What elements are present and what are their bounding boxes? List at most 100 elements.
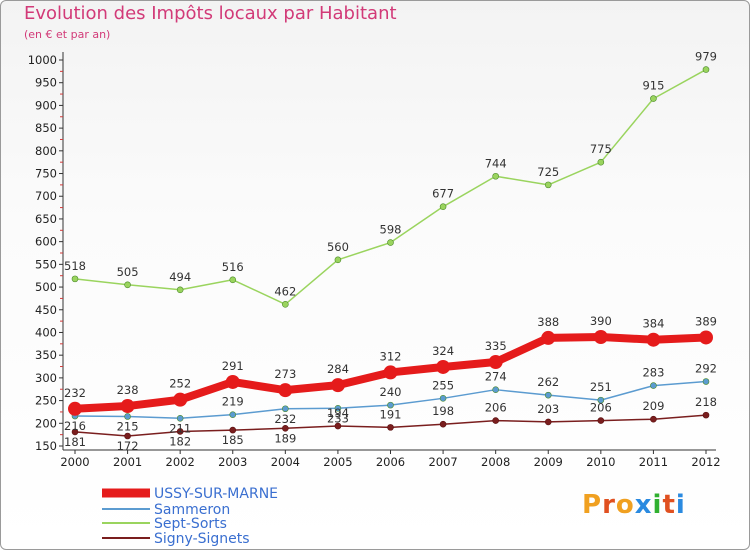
data-label: 206 [485,401,507,415]
data-label: 560 [327,240,349,254]
data-label: 324 [432,344,454,358]
legend-label: Signy-Signets [154,531,250,547]
data-label: 494 [169,270,191,284]
y-tick-label: 500 [35,280,57,294]
y-tick-label: 350 [35,348,57,362]
data-label: 389 [695,314,717,328]
data-label: 215 [117,419,139,433]
data-point [492,172,499,180]
data-label: 238 [117,383,139,397]
data-point [334,256,342,264]
data-label: 384 [642,317,664,331]
data-label: 775 [590,142,612,156]
x-tick-label: 2008 [481,455,510,469]
data-label: 255 [432,378,454,392]
logo-letter: i [675,490,686,520]
y-tick-label: 200 [35,416,57,430]
data-label: 206 [590,401,612,415]
data-point [124,413,131,420]
x-tick-label: 2001 [113,455,142,469]
data-point [282,301,289,308]
x-tick-label: 2003 [218,455,247,469]
data-point [173,392,188,407]
data-point [439,420,447,428]
data-point [492,417,499,424]
y-tick-label: 600 [35,235,57,249]
data-point [544,418,552,426]
data-label: 172 [117,439,139,453]
data-point [282,405,289,413]
y-tick-label: 650 [35,212,57,226]
data-point [229,426,237,434]
proxiti-logo: Proxiti [582,490,686,520]
data-label: 198 [432,404,454,418]
data-point [124,432,131,440]
data-label: 233 [327,411,349,425]
x-tick-label: 2011 [639,455,668,469]
series-lines [68,66,713,440]
data-label: 462 [274,284,296,298]
y-tick-label: 550 [35,257,57,271]
data-point [436,359,451,374]
data-label: 218 [695,395,717,409]
y-tick-label: 900 [35,98,57,112]
data-label: 185 [222,433,244,447]
data-point [225,374,240,389]
legend-label: Sept-Sorts [154,516,227,532]
data-label: 292 [695,362,717,376]
y-tick-label: 800 [35,144,57,158]
data-point [387,401,394,409]
data-label: 291 [222,359,244,373]
y-tick-label: 700 [35,189,57,203]
data-label: 518 [64,259,86,273]
data-label: 274 [485,370,507,384]
data-point [176,286,184,294]
data-point [387,424,394,431]
data-point [597,396,605,404]
x-tick-label: 2000 [60,455,89,469]
data-point [229,411,237,418]
data-point [597,417,605,424]
data-point [334,422,342,430]
x-tick-label: 2010 [586,455,615,469]
data-label: 388 [537,315,559,329]
x-tick-label: 2007 [428,455,457,469]
axes: 150 200 250 300 350 400 450 500 550 600 650 700 750 8… [28,52,721,469]
data-point [383,365,398,380]
legend-label: Sammeron [154,502,230,518]
data-label: 209 [642,399,664,413]
data-point [176,428,184,435]
data-point [544,181,552,189]
data-point [492,386,499,393]
data-point [650,415,657,423]
data-point [282,424,289,432]
chart-title: Evolution des Impôts locaux par Habitant [24,3,397,24]
y-tick-label: 850 [35,121,57,135]
data-label: 194 [327,406,349,420]
logo-letter: o [615,490,635,520]
data-point [544,391,552,399]
x-tick-label: 2012 [691,455,720,469]
data-label: 251 [590,380,612,394]
data-label: 505 [117,265,139,279]
data-label: 262 [537,375,559,389]
y-tick-label: 1000 [28,53,57,67]
data-point [541,330,556,345]
data-point [330,378,345,393]
data-point [702,378,710,385]
data-point [176,414,184,422]
y-tick-label: 400 [35,325,57,339]
data-label: 240 [380,385,402,399]
data-label: 203 [537,402,559,416]
data-point [488,354,503,369]
x-tick-label: 2009 [534,455,563,469]
logo-letter: t [662,490,676,520]
y-tick-label: 450 [35,303,57,317]
data-point [71,428,79,436]
data-label: 725 [537,165,559,179]
logo-letter: P [582,490,603,520]
data-point [120,399,135,414]
data-label: 216 [64,419,86,433]
